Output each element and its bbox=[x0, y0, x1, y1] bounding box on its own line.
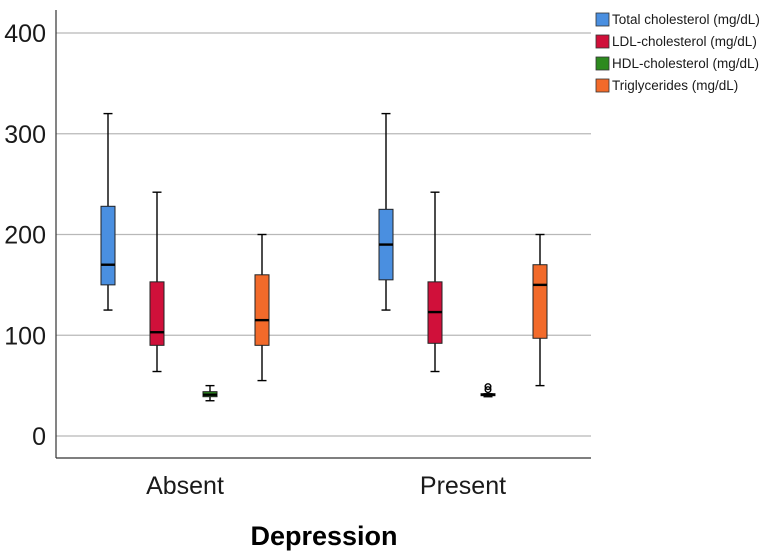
y-tick-label-100: 100 bbox=[4, 322, 46, 350]
y-tick-label-0: 0 bbox=[32, 423, 46, 451]
y-tick-label-200: 200 bbox=[4, 222, 46, 250]
legend-item-1: LDL-cholesterol (mg/dL) bbox=[595, 34, 757, 49]
legend-label: Total cholesterol (mg/dL) bbox=[612, 12, 760, 27]
box-iqr bbox=[100, 205, 116, 286]
legend-label: HDL-cholesterol (mg/dL) bbox=[612, 56, 759, 71]
legend-swatch bbox=[595, 78, 610, 93]
box-1-0 bbox=[149, 191, 165, 373]
y-tick-label-300: 300 bbox=[4, 121, 46, 149]
legend-label: Triglycerides (mg/dL) bbox=[612, 78, 738, 93]
legend-item-3: Triglycerides (mg/dL) bbox=[595, 78, 738, 93]
x-axis: Absent Present bbox=[56, 457, 591, 500]
box-0-0 bbox=[100, 112, 116, 311]
box-1-1 bbox=[427, 191, 443, 373]
y-tick-label-400: 400 bbox=[4, 20, 46, 48]
legend: Total cholesterol (mg/dL) LDL-cholesterol… bbox=[595, 12, 760, 93]
box-iqr bbox=[532, 264, 548, 339]
box-0-1 bbox=[378, 112, 394, 311]
y-axis: 0 100 200 300 400 bbox=[4, 10, 57, 458]
box-series bbox=[100, 112, 548, 402]
legend-swatch bbox=[595, 56, 610, 71]
box-2-0 bbox=[202, 384, 218, 402]
gridlines bbox=[56, 32, 591, 437]
x-axis-title: Depression bbox=[250, 521, 397, 551]
outlier-point-0 bbox=[484, 386, 492, 394]
box-iqr bbox=[149, 281, 165, 346]
box-3-1 bbox=[532, 233, 548, 387]
legend-item-0: Total cholesterol (mg/dL) bbox=[595, 12, 760, 27]
box-3-0 bbox=[254, 233, 270, 382]
legend-label: LDL-cholesterol (mg/dL) bbox=[612, 34, 757, 49]
x-tick-label-absent: Absent bbox=[146, 472, 224, 500]
outlier-point-1 bbox=[484, 383, 492, 391]
x-tick-label-present: Present bbox=[420, 472, 506, 500]
legend-item-2: HDL-cholesterol (mg/dL) bbox=[595, 56, 759, 71]
box-iqr bbox=[254, 274, 270, 346]
legend-swatch bbox=[595, 34, 610, 49]
box-2-1 bbox=[480, 383, 496, 398]
legend-swatch bbox=[595, 12, 610, 27]
